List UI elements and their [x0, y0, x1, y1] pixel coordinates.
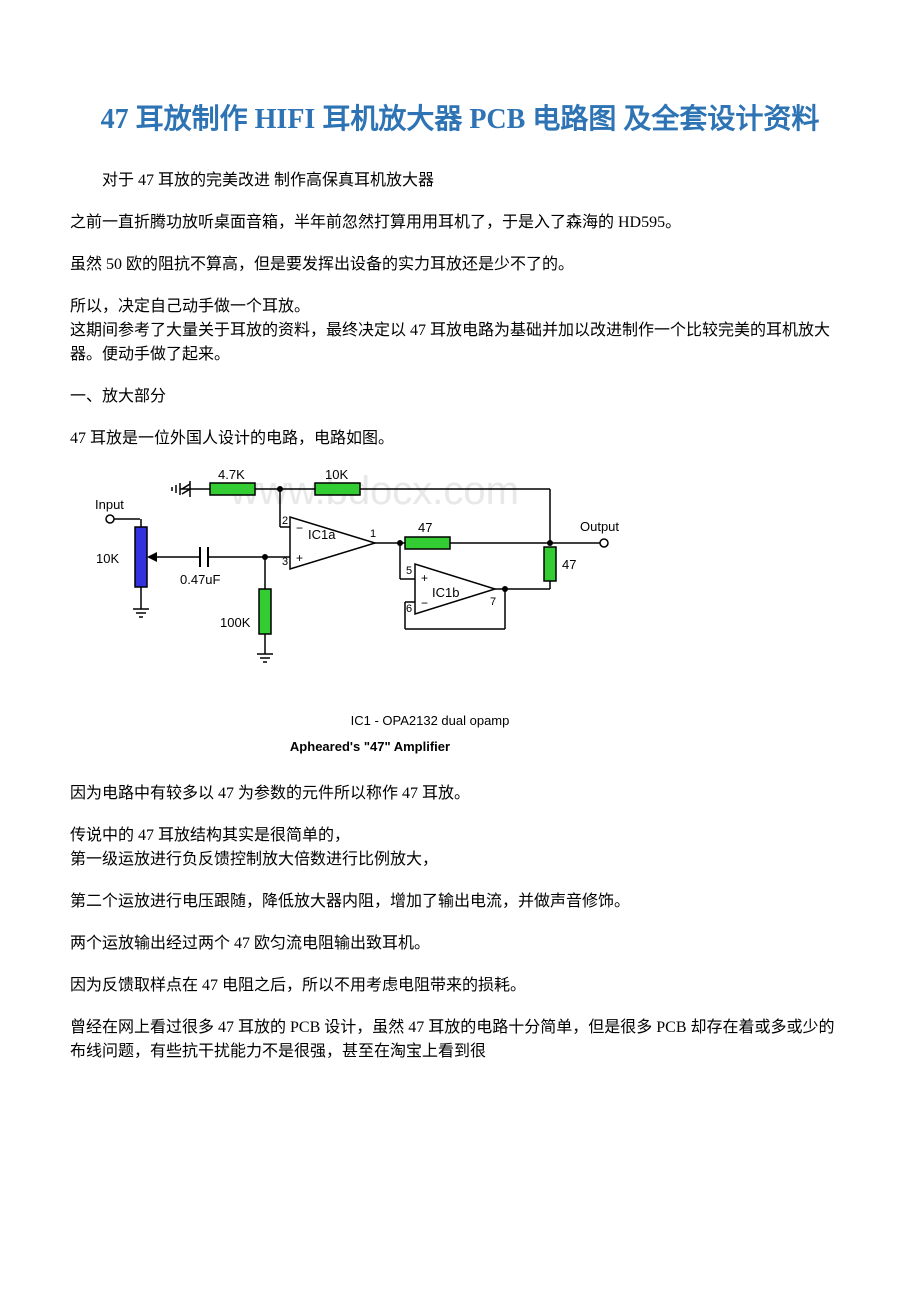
circuit-diagram: www.bdocx.com Input 10K 0.47uF — [90, 469, 850, 756]
body-paragraph: 47 耳放是一位外国人设计的电路，电路如图。 — [70, 427, 850, 451]
body-paragraph: 之前一直折腾功放听桌面音箱，半年前忽然打算用用耳机了，于是入了森海的 HD595… — [70, 211, 850, 235]
svg-text:7: 7 — [490, 596, 496, 608]
svg-text:47: 47 — [418, 520, 432, 535]
svg-text:IC1a: IC1a — [308, 527, 336, 542]
svg-text:1: 1 — [370, 528, 376, 540]
body-paragraph: 所以，决定自己动手做一个耳放。 — [70, 295, 850, 319]
svg-text:−: − — [421, 596, 428, 610]
svg-text:+: + — [296, 551, 303, 565]
body-paragraph: 这期间参考了大量关于耳放的资料，最终决定以 47 耳放电路为基础并加以改进制作一… — [70, 319, 850, 367]
body-paragraph: 虽然 50 欧的阻抗不算高，但是要发挥出设备的实力耳放还是少不了的。 — [70, 253, 850, 277]
svg-text:IC1b: IC1b — [432, 585, 459, 600]
svg-text:100K: 100K — [220, 615, 251, 630]
svg-text:2: 2 — [282, 515, 288, 527]
body-paragraph: 传说中的 47 耳放结构其实是很简单的， — [70, 824, 850, 848]
svg-text:3: 3 — [282, 556, 288, 568]
svg-text:Output: Output — [580, 519, 619, 534]
svg-text:4.7K: 4.7K — [218, 469, 245, 482]
body-paragraph: 因为反馈取样点在 47 电阻之后，所以不用考虑电阻带来的损耗。 — [70, 974, 850, 998]
diagram-caption: Apheared's "47" Amplifier — [90, 737, 650, 757]
body-paragraph: 因为电路中有较多以 47 为参数的元件所以称作 47 耳放。 — [70, 782, 850, 806]
svg-text:+: + — [421, 571, 428, 585]
svg-text:10K: 10K — [96, 551, 119, 566]
svg-text:−: − — [296, 521, 303, 535]
svg-text:5: 5 — [406, 565, 412, 577]
body-paragraph: 第二个运放进行电压跟随，降低放大器内阻，增加了输出电流，并做声音修饰。 — [70, 890, 850, 914]
svg-text:10K: 10K — [325, 469, 348, 482]
svg-text:Input: Input — [95, 497, 124, 512]
intro-paragraph: 对于 47 耳放的完美改进 制作高保真耳机放大器 — [70, 169, 850, 193]
body-paragraph: 第一级运放进行负反馈控制放大倍数进行比例放大， — [70, 848, 850, 872]
section-heading: 一、放大部分 — [70, 385, 850, 409]
svg-text:0.47uF: 0.47uF — [180, 572, 221, 587]
diagram-footer: IC1 - OPA2132 dual opamp — [90, 711, 650, 731]
body-paragraph: 两个运放输出经过两个 47 欧匀流电阻输出致耳机。 — [70, 932, 850, 956]
svg-text:6: 6 — [406, 603, 412, 615]
body-paragraph: 曾经在网上看过很多 47 耳放的 PCB 设计，虽然 47 耳放的电路十分简单，… — [70, 1016, 850, 1064]
svg-text:47: 47 — [562, 557, 576, 572]
page-title: 47 耳放制作 HIFI 耳机放大器 PCB 电路图 及全套设计资料 — [70, 100, 850, 139]
